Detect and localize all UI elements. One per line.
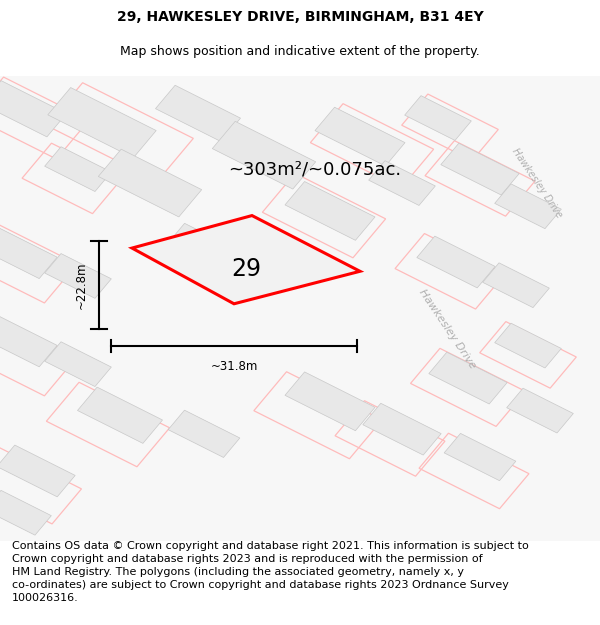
Text: Hawkesley Drive: Hawkesley Drive (510, 146, 564, 220)
Polygon shape (315, 107, 405, 166)
Polygon shape (168, 410, 240, 458)
Text: Map shows position and indicative extent of the property.: Map shows position and indicative extent… (120, 46, 480, 58)
Polygon shape (363, 403, 441, 455)
Polygon shape (285, 181, 375, 240)
Polygon shape (212, 121, 316, 189)
Text: Contains OS data © Crown copyright and database right 2021. This information is : Contains OS data © Crown copyright and d… (12, 541, 529, 603)
Polygon shape (165, 223, 255, 282)
Polygon shape (77, 387, 163, 443)
Text: ~303m²/~0.075ac.: ~303m²/~0.075ac. (228, 160, 401, 178)
Polygon shape (0, 445, 75, 497)
Polygon shape (44, 254, 112, 298)
Polygon shape (441, 143, 519, 195)
Polygon shape (98, 149, 202, 217)
Text: 29: 29 (231, 257, 261, 281)
Polygon shape (482, 263, 550, 308)
Polygon shape (494, 323, 562, 368)
Polygon shape (155, 85, 241, 141)
Polygon shape (48, 88, 156, 158)
Polygon shape (285, 372, 375, 431)
Polygon shape (44, 147, 112, 191)
Polygon shape (0, 315, 57, 367)
Polygon shape (44, 342, 112, 386)
Polygon shape (244, 237, 320, 287)
Polygon shape (0, 81, 67, 137)
Text: ~22.8m: ~22.8m (74, 261, 88, 309)
Polygon shape (444, 433, 516, 481)
Text: Hawkesley Drive: Hawkesley Drive (417, 288, 477, 371)
Polygon shape (368, 161, 436, 206)
Polygon shape (0, 491, 52, 535)
Polygon shape (494, 184, 562, 229)
Polygon shape (417, 236, 495, 288)
Text: 29, HAWKESLEY DRIVE, BIRMINGHAM, B31 4EY: 29, HAWKESLEY DRIVE, BIRMINGHAM, B31 4EY (116, 10, 484, 24)
Polygon shape (506, 388, 574, 433)
Polygon shape (404, 96, 472, 141)
Polygon shape (0, 227, 57, 279)
Text: ~31.8m: ~31.8m (211, 360, 257, 373)
Polygon shape (132, 216, 360, 304)
Polygon shape (429, 352, 507, 404)
